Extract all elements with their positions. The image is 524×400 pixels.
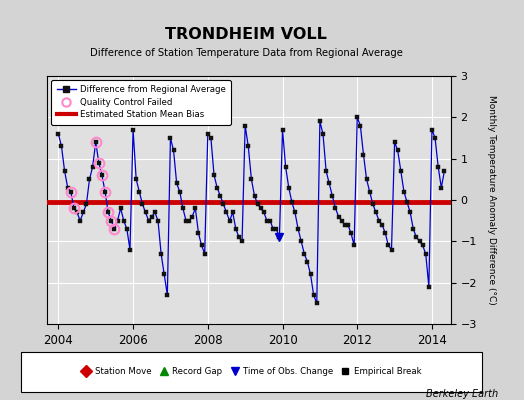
Text: Difference of Station Temperature Data from Regional Average: Difference of Station Temperature Data f… <box>90 48 403 58</box>
Legend: Difference from Regional Average, Quality Control Failed, Estimated Station Mean: Difference from Regional Average, Qualit… <box>51 80 231 124</box>
Y-axis label: Monthly Temperature Anomaly Difference (°C): Monthly Temperature Anomaly Difference (… <box>487 95 496 305</box>
Text: Berkeley Earth: Berkeley Earth <box>425 389 498 399</box>
Text: TRONDHEIM VOLL: TRONDHEIM VOLL <box>166 27 327 42</box>
Legend: Station Move, Record Gap, Time of Obs. Change, Empirical Break: Station Move, Record Gap, Time of Obs. C… <box>78 364 425 380</box>
FancyBboxPatch shape <box>21 352 482 392</box>
